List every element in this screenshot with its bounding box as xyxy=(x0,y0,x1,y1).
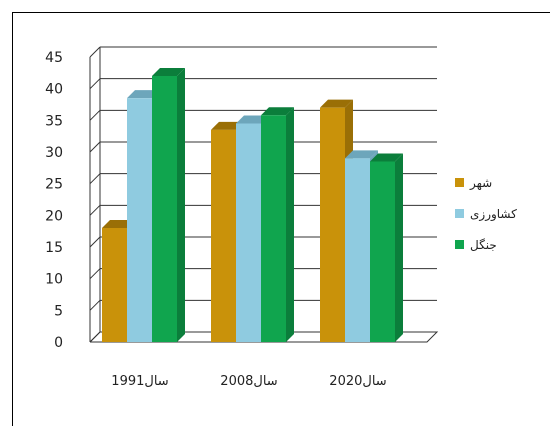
bar-front xyxy=(370,161,395,342)
gridline-side xyxy=(89,141,101,153)
legend-item: شهر xyxy=(455,176,492,191)
legend-swatch xyxy=(455,209,464,218)
legend-label: جنگل xyxy=(470,238,497,252)
gridline-side xyxy=(89,236,101,248)
y-tick-label: 15 xyxy=(45,240,63,256)
legend-label: شهر xyxy=(469,176,492,191)
bar-top xyxy=(211,121,244,130)
legend-swatch xyxy=(455,240,464,249)
y-tick-label: 10 xyxy=(45,272,63,288)
y-axis-ticks: 0 5 10 15 20 25 30 35 40 45 xyxy=(45,50,63,351)
bar xyxy=(261,107,294,343)
bar-top xyxy=(236,115,269,124)
gridline-side xyxy=(89,268,101,280)
x-tick-label: سال2008 xyxy=(220,374,277,389)
bar-top xyxy=(345,150,378,159)
bar-front xyxy=(211,129,236,342)
gridline-side xyxy=(89,299,101,311)
gridline-side xyxy=(89,78,101,90)
gridline-side xyxy=(89,109,101,121)
bar-front xyxy=(345,158,370,342)
y-tick-label: 5 xyxy=(54,303,63,319)
chart-frame xyxy=(12,12,550,426)
bar-top xyxy=(152,68,185,76)
bar-side xyxy=(395,153,403,342)
bar-side xyxy=(177,68,185,342)
y-tick-label: 20 xyxy=(45,208,63,224)
bar-side xyxy=(286,107,294,343)
bar-front xyxy=(152,76,177,342)
legend-item: جنگل xyxy=(455,238,497,252)
bar-top xyxy=(127,90,160,99)
y-tick-label: 0 xyxy=(54,335,63,351)
bar-front xyxy=(320,107,345,343)
y-tick-label: 25 xyxy=(45,177,63,193)
bar-top xyxy=(370,153,403,162)
legend-swatch xyxy=(455,178,464,187)
bar-front xyxy=(261,115,286,343)
gridline-side xyxy=(89,204,101,216)
gridline-side xyxy=(89,173,101,185)
bar-top xyxy=(261,107,294,116)
y-tick-label: 40 xyxy=(45,82,63,98)
bar-front xyxy=(127,98,152,343)
legend-label: کشاورزی xyxy=(470,207,517,222)
bar-top xyxy=(320,99,353,108)
bar-front xyxy=(236,123,261,342)
legend-item: کشاورزی xyxy=(455,207,517,222)
y-tick-label: 45 xyxy=(45,50,63,66)
legend: شهر کشاورزی جنگل xyxy=(455,176,517,252)
bar-top xyxy=(102,220,135,228)
x-axis-ticks: سال1991 سال2008 سال2020 xyxy=(111,374,386,389)
x-tick-label: سال1991 xyxy=(111,374,168,389)
gridline-side xyxy=(89,46,101,58)
bars xyxy=(102,68,403,343)
floor xyxy=(89,331,439,343)
x-tick-label: سال2020 xyxy=(329,374,386,389)
y-tick-label: 30 xyxy=(45,145,63,161)
bar-front xyxy=(102,228,127,342)
y-tick-label: 35 xyxy=(45,113,63,129)
bar xyxy=(152,68,185,342)
bar xyxy=(370,153,403,342)
